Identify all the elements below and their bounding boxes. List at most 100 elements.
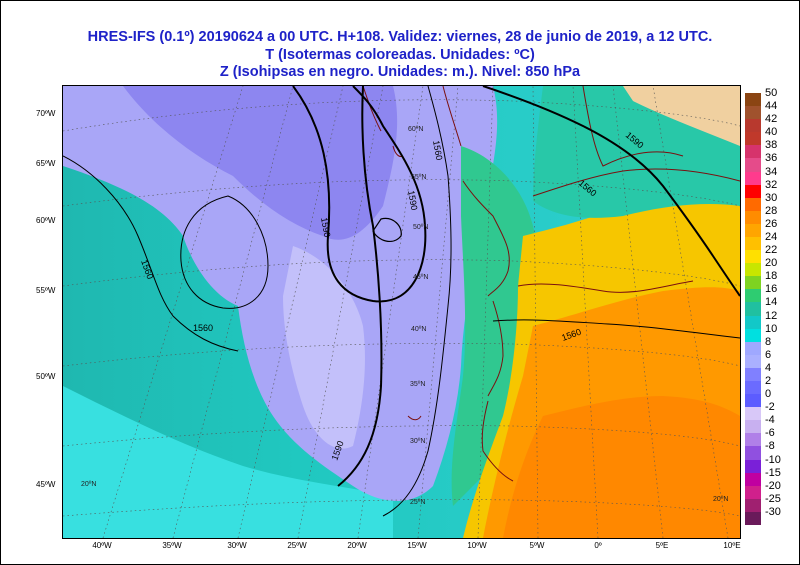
colorbar-swatch bbox=[745, 132, 761, 146]
colorbar-swatch bbox=[745, 106, 761, 120]
colorbar-label: 20 bbox=[765, 257, 778, 270]
colorbar-swatch bbox=[745, 223, 761, 238]
colorbar-label: -20 bbox=[765, 479, 781, 492]
colorbar-swatch bbox=[745, 433, 761, 447]
colorbar-label: -15 bbox=[765, 466, 781, 479]
colorbar-swatch bbox=[745, 145, 761, 159]
colorbar-label: -2 bbox=[765, 401, 775, 414]
colorbar-swatch bbox=[745, 250, 761, 264]
colorbar-label: 32 bbox=[765, 178, 778, 191]
colorbar-label: 12 bbox=[765, 309, 778, 322]
map-title-line-2: T (Isotermas coloreadas. Unidades: ºC) bbox=[265, 47, 535, 63]
left-lat-label-55w: 55ºW bbox=[36, 286, 56, 295]
colorbar-label: 30 bbox=[765, 191, 778, 204]
lon-label-5e: 5ºE bbox=[655, 541, 669, 550]
colorbar-swatch bbox=[745, 459, 761, 474]
colorbar-swatch bbox=[745, 420, 761, 434]
colorbar-label: 16 bbox=[765, 283, 778, 296]
lat-label-45n: 45ºN bbox=[413, 274, 428, 281]
colorbar-label: 22 bbox=[765, 244, 778, 257]
colorbar-swatch bbox=[745, 263, 761, 277]
temperature-colorbar bbox=[745, 93, 761, 526]
colorbar-label: 42 bbox=[765, 113, 778, 126]
colorbar-label: 34 bbox=[765, 165, 778, 178]
colorbar-label: -4 bbox=[765, 414, 775, 427]
colorbar-swatch bbox=[745, 302, 761, 317]
lat-label-50n: 50ºN bbox=[413, 224, 428, 231]
colorbar-label: 6 bbox=[765, 348, 772, 361]
contour-label: 1590 bbox=[319, 217, 332, 238]
colorbar-swatch bbox=[745, 498, 761, 513]
colorbar-label: 0 bbox=[765, 388, 772, 401]
lat-label-25n: 25ºN bbox=[410, 499, 425, 506]
colorbar-swatch bbox=[745, 158, 761, 173]
lon-label-15w: 15ºW bbox=[407, 541, 427, 550]
colorbar-swatch bbox=[745, 210, 761, 225]
lat-label-30n: 30ºN bbox=[410, 438, 425, 445]
left-lat-label-45w: 45ºW bbox=[36, 480, 56, 489]
temperature-field: 60ºN 55ºN 50ºN 45ºN 40ºN 35ºN 30ºN 25ºN … bbox=[63, 86, 740, 538]
colorbar-label: 14 bbox=[765, 296, 778, 309]
contour-label: 1560 bbox=[431, 140, 444, 161]
colorbar-swatch bbox=[745, 171, 761, 186]
colorbar-label: -6 bbox=[765, 427, 775, 440]
colorbar-label: 18 bbox=[765, 270, 778, 283]
colorbar-label: 4 bbox=[765, 361, 772, 374]
lon-label-40w: 40ºW bbox=[92, 541, 112, 550]
colorbar-swatch bbox=[745, 354, 761, 369]
colorbar-swatch bbox=[745, 485, 761, 500]
colorbar-swatch bbox=[745, 276, 761, 290]
lat-label-40n: 40ºN bbox=[411, 326, 426, 333]
colorbar-label: 28 bbox=[765, 204, 778, 217]
left-lat-label-60w: 60ºW bbox=[36, 216, 56, 225]
left-lat-label-70w: 70ºW bbox=[36, 109, 56, 118]
colorbar-swatch bbox=[745, 237, 761, 251]
left-lat-label-65w: 65ºW bbox=[36, 159, 56, 168]
lon-label-5w: 5ºW bbox=[529, 541, 545, 550]
colorbar-swatch bbox=[745, 119, 761, 133]
colorbar-label: -25 bbox=[765, 492, 781, 505]
lon-label-20w: 20ºW bbox=[347, 541, 367, 550]
colorbar-swatch bbox=[745, 394, 761, 408]
colorbar-swatch bbox=[745, 315, 761, 330]
colorbar-swatch bbox=[745, 381, 761, 395]
colorbar-label: -30 bbox=[765, 505, 781, 518]
lat-label-20n-right: 20ºN bbox=[713, 496, 728, 503]
contour-label: 1560 bbox=[193, 323, 213, 333]
colorbar-label: 10 bbox=[765, 322, 778, 335]
colorbar-label: 50 bbox=[765, 87, 778, 99]
colorbar-label: 40 bbox=[765, 126, 778, 139]
left-lat-label-50w: 50ºW bbox=[36, 372, 56, 381]
colorbar-swatch bbox=[745, 197, 761, 212]
colorbar-label: 26 bbox=[765, 217, 778, 230]
lat-label-60n: 60ºN bbox=[408, 126, 423, 133]
colorbar-label: 24 bbox=[765, 231, 778, 243]
colorbar-swatch bbox=[745, 289, 761, 303]
colorbar-swatch bbox=[745, 184, 761, 199]
weather-map: 60ºN 55ºN 50ºN 45ºN 40ºN 35ºN 30ºN 25ºN … bbox=[62, 85, 741, 539]
colorbar-swatch bbox=[745, 407, 761, 421]
lat-label-35n: 35ºN bbox=[410, 381, 425, 388]
colorbar-swatch bbox=[745, 367, 761, 382]
map-title-line-3: Z (Isohipsas en negro. Unidades: m.). Ni… bbox=[219, 64, 581, 80]
colorbar-swatch bbox=[745, 341, 761, 356]
map-title-line-1: HRES-IFS (0.1º) 20190624 a 00 UTC. H+108… bbox=[87, 29, 713, 45]
lon-label-35w: 35ºW bbox=[162, 541, 182, 550]
lon-label-10w: 10ºW bbox=[467, 541, 487, 550]
colorbar-label: 38 bbox=[765, 139, 778, 152]
lon-label-25w: 25ºW bbox=[287, 541, 307, 550]
colorbar-swatch bbox=[745, 328, 761, 343]
lon-label-30w: 30ºW bbox=[227, 541, 247, 550]
colorbar-label: 8 bbox=[765, 335, 772, 348]
contour-label: 1590 bbox=[406, 190, 419, 211]
colorbar-swatch bbox=[745, 511, 761, 526]
colorbar-swatch bbox=[745, 446, 761, 461]
lat-label-55n: 55ºN bbox=[411, 174, 426, 181]
colorbar-swatch bbox=[745, 472, 761, 487]
lat-label-20n-left: 20ºN bbox=[81, 481, 96, 488]
colorbar-label: -8 bbox=[765, 440, 775, 453]
colorbar-label: 2 bbox=[765, 375, 772, 387]
colorbar-label: 36 bbox=[765, 152, 778, 165]
colorbar-swatch bbox=[745, 93, 761, 107]
lon-label-10e: 10ºE bbox=[723, 541, 741, 550]
